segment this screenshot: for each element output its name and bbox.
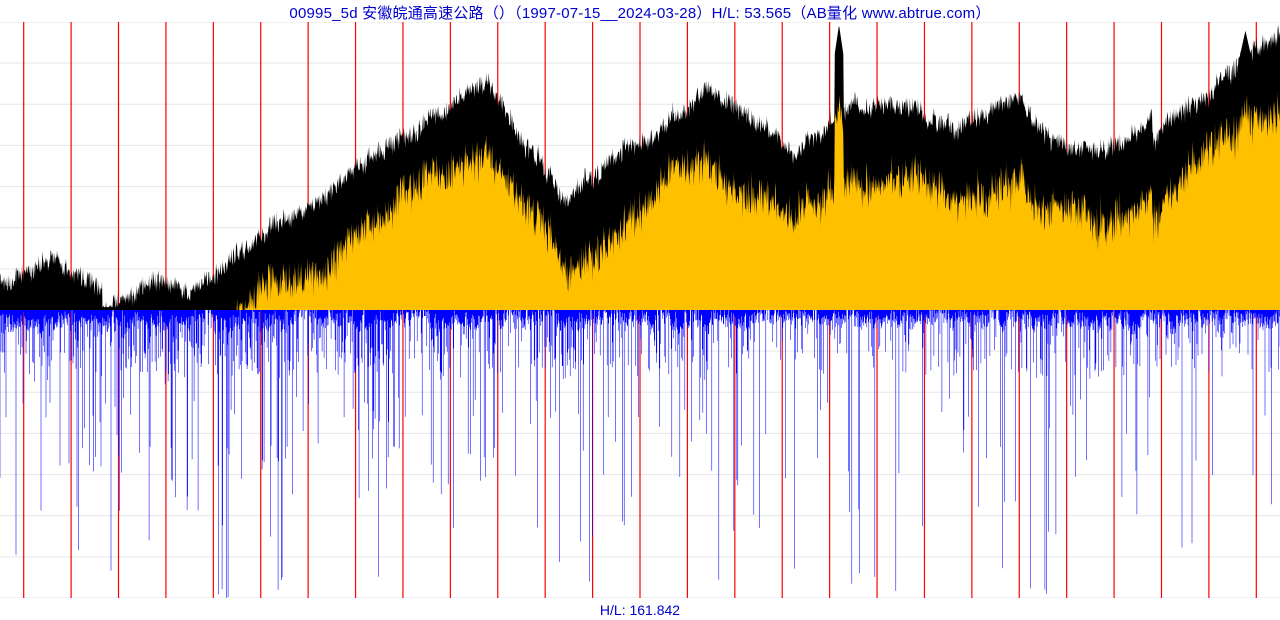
top-price-panel <box>0 22 1280 310</box>
bottom-volume-panel <box>0 310 1280 598</box>
chart-title: 00995_5d 安徽皖通高速公路（）（1997-07-15__2024-03-… <box>0 2 1280 23</box>
chart-container: 00995_5d 安徽皖通高速公路（）（1997-07-15__2024-03-… <box>0 0 1280 620</box>
bottom-ratio-label: H/L: 161.842 <box>0 602 1280 618</box>
